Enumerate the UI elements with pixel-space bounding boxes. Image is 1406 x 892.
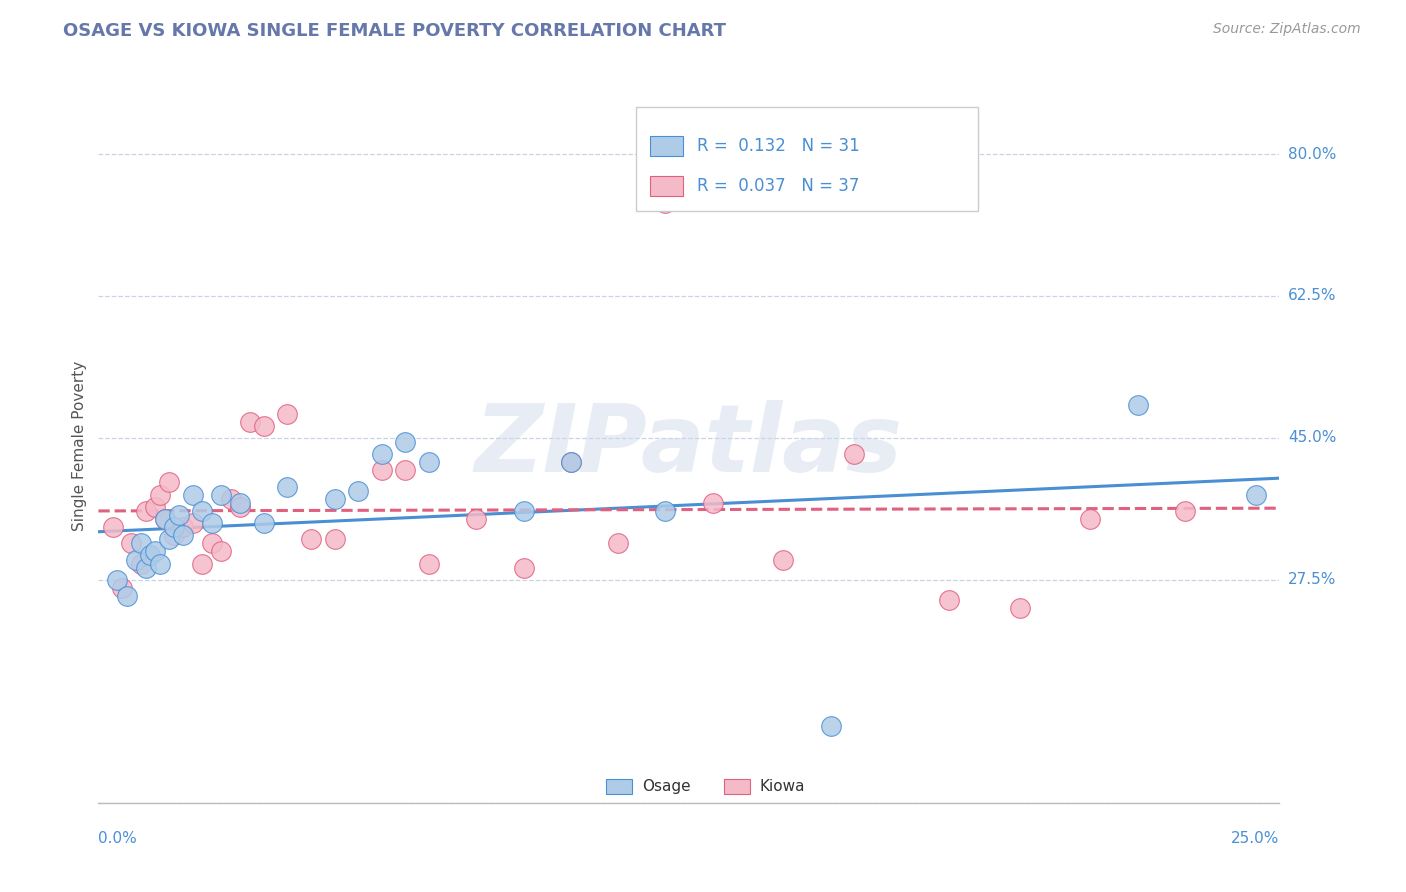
Point xyxy=(219,491,242,506)
Point xyxy=(299,533,322,547)
Point xyxy=(654,504,676,518)
Point xyxy=(938,593,960,607)
Text: 27.5%: 27.5% xyxy=(1288,573,1336,587)
Point xyxy=(135,504,157,518)
Text: 25.0%: 25.0% xyxy=(1232,831,1279,847)
Text: 80.0%: 80.0% xyxy=(1288,146,1336,161)
Point xyxy=(229,496,252,510)
Point xyxy=(209,544,232,558)
Point xyxy=(153,512,176,526)
Text: Kiowa: Kiowa xyxy=(759,779,806,794)
Point xyxy=(512,560,534,574)
Point xyxy=(276,479,298,493)
Point xyxy=(105,573,128,587)
Point xyxy=(844,447,866,461)
Point xyxy=(153,512,176,526)
Text: R =  0.037   N = 37: R = 0.037 N = 37 xyxy=(697,177,859,194)
Point xyxy=(820,719,842,733)
Point xyxy=(347,483,370,498)
Point xyxy=(157,533,180,547)
Point xyxy=(181,488,204,502)
Point xyxy=(125,552,148,566)
Point xyxy=(143,544,166,558)
Point xyxy=(191,504,214,518)
Point xyxy=(512,504,534,518)
Point xyxy=(163,528,186,542)
Point xyxy=(172,520,194,534)
Point xyxy=(239,415,262,429)
Point xyxy=(101,520,124,534)
Bar xyxy=(650,136,683,156)
Point xyxy=(1126,399,1149,413)
Point xyxy=(129,557,152,571)
Point xyxy=(560,455,582,469)
Point xyxy=(209,488,232,502)
Point xyxy=(323,533,346,547)
Point xyxy=(654,195,676,210)
Text: Osage: Osage xyxy=(641,779,690,794)
FancyBboxPatch shape xyxy=(636,107,979,211)
Point xyxy=(229,500,252,514)
Point xyxy=(371,463,394,477)
Point xyxy=(167,508,190,522)
Point xyxy=(418,455,440,469)
Point xyxy=(560,455,582,469)
Text: 45.0%: 45.0% xyxy=(1288,431,1336,445)
Text: OSAGE VS KIOWA SINGLE FEMALE POVERTY CORRELATION CHART: OSAGE VS KIOWA SINGLE FEMALE POVERTY COR… xyxy=(63,22,727,40)
Point xyxy=(1244,488,1267,502)
Point xyxy=(323,491,346,506)
Y-axis label: Single Female Poverty: Single Female Poverty xyxy=(72,361,87,531)
Point xyxy=(135,560,157,574)
Text: R =  0.132   N = 31: R = 0.132 N = 31 xyxy=(697,137,860,155)
Point xyxy=(111,581,134,595)
Point xyxy=(149,557,172,571)
Bar xyxy=(650,176,683,195)
Point xyxy=(115,589,138,603)
Point xyxy=(394,434,416,449)
Point xyxy=(149,488,172,502)
Point xyxy=(181,516,204,530)
Point xyxy=(201,536,224,550)
Point xyxy=(253,516,276,530)
Point xyxy=(276,407,298,421)
Point xyxy=(191,557,214,571)
Point xyxy=(465,512,488,526)
Point xyxy=(1080,512,1102,526)
Text: 62.5%: 62.5% xyxy=(1288,288,1336,303)
Point xyxy=(772,552,794,566)
Point xyxy=(157,475,180,490)
Point xyxy=(172,528,194,542)
Point xyxy=(371,447,394,461)
Point xyxy=(143,500,166,514)
Point xyxy=(702,496,724,510)
Text: ZIPatlas: ZIPatlas xyxy=(475,400,903,492)
Point xyxy=(607,536,630,550)
Bar xyxy=(606,779,633,794)
Bar xyxy=(724,779,751,794)
Point xyxy=(1174,504,1197,518)
Point xyxy=(121,536,143,550)
Point xyxy=(129,536,152,550)
Text: 0.0%: 0.0% xyxy=(98,831,138,847)
Point xyxy=(163,520,186,534)
Point xyxy=(418,557,440,571)
Point xyxy=(394,463,416,477)
Point xyxy=(253,418,276,433)
Point xyxy=(139,549,162,563)
Point xyxy=(201,516,224,530)
Point xyxy=(1008,601,1031,615)
Text: Source: ZipAtlas.com: Source: ZipAtlas.com xyxy=(1213,22,1361,37)
